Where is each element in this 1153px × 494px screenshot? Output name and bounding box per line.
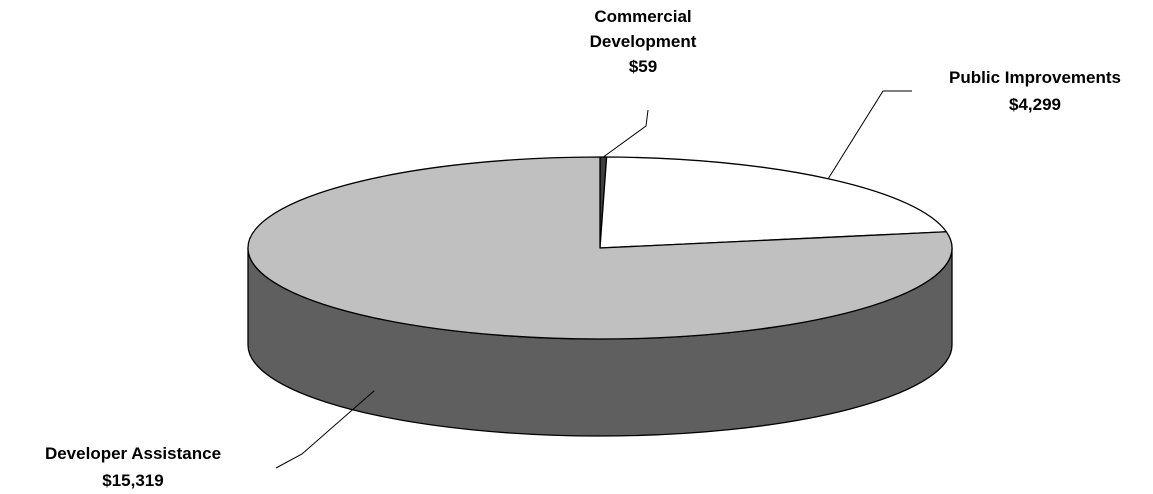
slice-label-commercial-development: Commercial Development $59 (548, 4, 738, 79)
slice-name-line-1: Developer Assistance (44, 444, 222, 463)
slice-value: $15,319 (102, 471, 164, 490)
leader-line-public-improvements (827, 90, 912, 179)
pie-slice-public-improvements (599, 156, 948, 249)
slice-label-public-improvements: Public Improvements $4,299 (920, 64, 1150, 118)
slice-name-line-1: Commercial (594, 7, 692, 26)
slice-name-line-2: Development (589, 32, 697, 51)
slice-label-developer-assistance: Developer Assistance $15,319 (0, 440, 266, 494)
slice-value: $4,299 (1009, 95, 1061, 114)
pie-slice-developer-assistance (247, 156, 953, 340)
slice-name-line-1: Public Improvements (949, 68, 1121, 87)
leader-line-commercial-development (603, 109, 649, 158)
leader-line-developer-assistance (275, 390, 375, 469)
slice-value: $59 (628, 57, 658, 76)
